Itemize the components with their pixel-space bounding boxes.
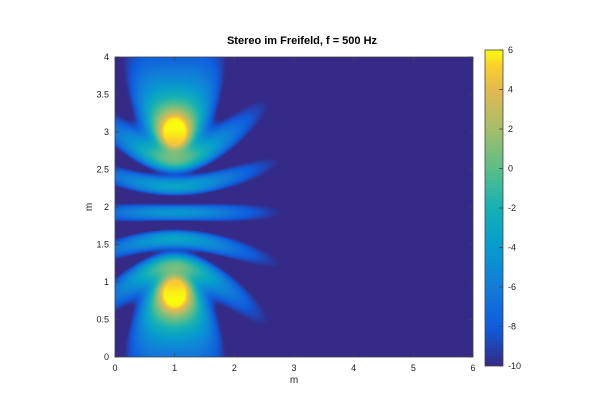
- x-tick-label: 5: [411, 363, 416, 373]
- colorbar-tick-label: -2: [508, 203, 516, 213]
- colorbar-tick-label: -10: [508, 361, 521, 371]
- x-tick-label: 4: [351, 363, 356, 373]
- x-tick-label: 2: [232, 363, 237, 373]
- y-tick-label: 3: [104, 127, 109, 137]
- colorbar: -10 -8 -6 -4 -2 0 2 4 6: [484, 45, 521, 371]
- colorbar-gradient: [485, 50, 503, 366]
- colorbar-tick-label: -4: [508, 243, 516, 253]
- colorbar-tick-label: 4: [508, 85, 513, 95]
- x-tick-label: 3: [291, 363, 296, 373]
- x-axis-ticks: 0 1 2 3 4 5 6: [112, 57, 476, 373]
- heatmap-image: [115, 57, 473, 357]
- y-tick-label: 1.5: [96, 240, 109, 250]
- colorbar-tick-label: -6: [508, 282, 516, 292]
- y-axis-ticks: 0 0.5 1 1.5 2 2.5 3 3.5 4: [96, 52, 473, 362]
- colorbar-tick-label: 2: [508, 124, 513, 134]
- x-axis-label: m: [290, 375, 298, 386]
- x-tick-label: 1: [172, 363, 177, 373]
- y-tick-label: 0: [104, 352, 109, 362]
- colorbar-tick-label: 0: [508, 164, 513, 174]
- y-tick-label: 1: [104, 277, 109, 287]
- x-tick-label: 6: [470, 363, 475, 373]
- x-tick-label: 0: [112, 363, 117, 373]
- colorbar-ticks: -10 -8 -6 -4 -2 0 2 4 6: [499, 45, 521, 371]
- colorbar-tick-label: -8: [508, 322, 516, 332]
- y-axis-label: m: [84, 203, 95, 211]
- y-tick-label: 4: [104, 52, 109, 62]
- y-tick-label: 3.5: [96, 90, 109, 100]
- heatmap-area: [114, 56, 474, 358]
- chart-title: Stereo im Freifeld, f = 500 Hz: [227, 35, 378, 47]
- y-tick-label: 2: [104, 202, 109, 212]
- colorbar-tick-label: 6: [508, 45, 513, 55]
- y-tick-label: 2.5: [96, 165, 109, 175]
- y-tick-label: 0.5: [96, 315, 109, 325]
